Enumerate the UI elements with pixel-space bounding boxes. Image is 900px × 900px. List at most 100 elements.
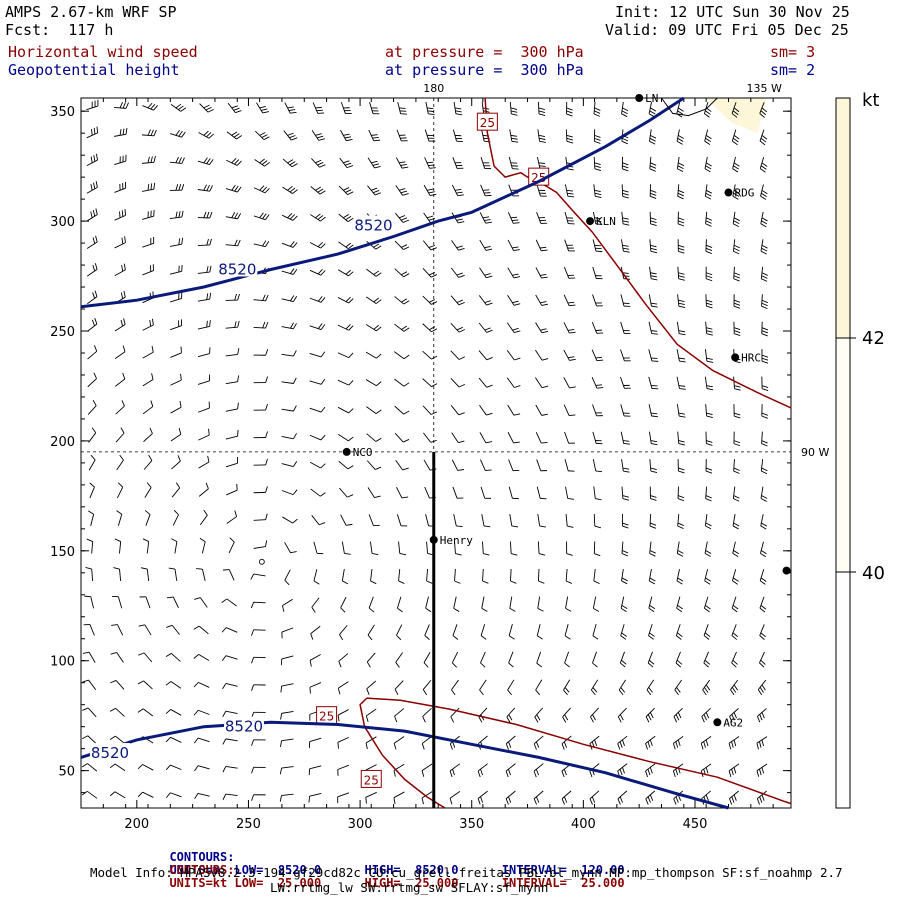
wind-barb-feather: [234, 510, 238, 517]
wind-barb-feather: [235, 110, 242, 114]
wind-barb-feather: [401, 496, 409, 499]
wind-barb-feather: [705, 217, 713, 221]
wind-barb-feather: [733, 272, 741, 276]
wind-barb-staff: [253, 326, 266, 329]
wind-barb-staff: [367, 487, 375, 498]
wind-barb-staff: [281, 683, 294, 687]
wind-barb-staff: [338, 460, 349, 470]
wind-barb-staff: [142, 379, 154, 387]
wind-barb-staff: [284, 542, 291, 553]
wind-barb-staff: [89, 624, 95, 636]
wind-barb-feather: [393, 743, 397, 750]
wind-barb-feather: [376, 353, 382, 359]
wind-barb-feather: [731, 714, 735, 721]
wind-barb-staff: [423, 652, 431, 663]
wind-barb-feather: [367, 634, 373, 641]
wind-barb-feather: [677, 498, 685, 502]
wind-barb-staff: [648, 569, 652, 581]
wind-barb-feather: [421, 797, 424, 805]
wind-barb-feather: [264, 214, 270, 220]
wind-barb-staff: [593, 568, 596, 582]
wind-barb-feather: [109, 735, 116, 741]
wind-barb-staff: [170, 352, 182, 358]
wind-barb-staff: [481, 596, 485, 609]
wind-barb-feather: [622, 192, 629, 196]
wind-barb-staff: [731, 651, 737, 664]
wind-barb-staff: [704, 541, 708, 554]
wind-barb-feather: [148, 454, 153, 461]
wind-barb-feather: [621, 137, 629, 142]
wind-barb-feather: [147, 156, 150, 163]
wind-barb-feather: [209, 159, 214, 165]
wind-barb-feather: [733, 247, 740, 252]
wind-barb-staff: [760, 514, 764, 527]
field-wind-speed: Horizontal wind speed: [8, 43, 198, 61]
wind-barb-feather: [566, 113, 573, 117]
wind-barb-feather: [650, 162, 657, 166]
wind-barb-feather: [122, 372, 126, 380]
wind-barb-staff: [141, 161, 154, 164]
wind-barb-feather: [259, 132, 266, 136]
wind-barb-feather: [594, 189, 601, 193]
wind-barb-feather: [760, 168, 766, 173]
wind-barb-feather: [168, 567, 176, 570]
wind-barb-feather: [231, 105, 238, 109]
wind-barb-feather: [481, 607, 488, 612]
wind-barb-staff: [226, 489, 238, 496]
wind-barb-feather: [650, 470, 658, 474]
footer-contours-label-2: CONTOURS:: [169, 863, 235, 877]
station-label: HRC: [741, 351, 761, 364]
wind-barb-feather: [650, 272, 657, 275]
wind-barb-staff: [533, 735, 544, 745]
wind-barb-staff: [676, 376, 680, 389]
wind-barb-feather: [651, 443, 658, 446]
wind-barb-feather: [261, 108, 268, 111]
wind-barb-feather: [622, 223, 630, 226]
wind-barb-staff: [620, 431, 625, 444]
wind-barb-feather: [733, 275, 740, 279]
wind-barb-feather: [344, 552, 351, 555]
wind-barb-staff: [169, 161, 182, 164]
wind-barb-feather: [292, 242, 298, 248]
wind-barb-feather: [541, 330, 549, 334]
wind-barb-feather: [678, 278, 685, 281]
wind-barb-feather: [623, 470, 630, 473]
wind-barb-feather: [760, 577, 767, 582]
wind-barb-feather: [119, 454, 124, 461]
wind-barb-staff: [593, 156, 596, 169]
wind-barb-staff: [337, 736, 349, 743]
wind-barb-feather: [704, 168, 711, 173]
wind-barb-feather: [398, 580, 405, 584]
wind-barb-feather: [287, 106, 294, 109]
wind-barb-feather: [566, 110, 573, 114]
wind-barb-feather: [705, 162, 712, 167]
wind-barb-feather: [374, 495, 381, 499]
wind-barb-feather: [594, 137, 601, 141]
wind-barb-staff: [309, 242, 321, 249]
wind-barb-feather: [510, 134, 518, 137]
wind-barb-feather: [111, 624, 118, 626]
station-label: Henry: [440, 534, 473, 547]
wind-barb-feather: [676, 580, 683, 585]
wind-barb-feather: [152, 318, 154, 326]
wind-barb-staff: [142, 764, 154, 771]
wind-barb-feather: [399, 188, 406, 191]
wind-barb-feather: [171, 538, 178, 543]
wind-barb-feather: [650, 195, 657, 199]
wind-barb-feather: [595, 220, 602, 223]
wind-barb-staff: [537, 568, 540, 582]
wind-barb-staff: [394, 708, 405, 717]
wind-barb-feather: [309, 687, 311, 694]
wind-barb-feather: [193, 654, 199, 659]
wind-barb-feather: [140, 567, 148, 570]
wind-barb-feather: [541, 358, 549, 361]
wind-barb-feather: [677, 110, 684, 115]
wind-barb-feather: [650, 495, 657, 498]
wind-barb-feather: [733, 250, 740, 255]
wind-barb-staff: [508, 486, 513, 499]
wind-barb-feather: [456, 191, 463, 194]
wind-barb-feather: [678, 272, 685, 275]
wind-barb-feather: [209, 265, 212, 273]
wind-barb-feather: [203, 130, 209, 136]
wind-barb-feather: [308, 796, 311, 803]
